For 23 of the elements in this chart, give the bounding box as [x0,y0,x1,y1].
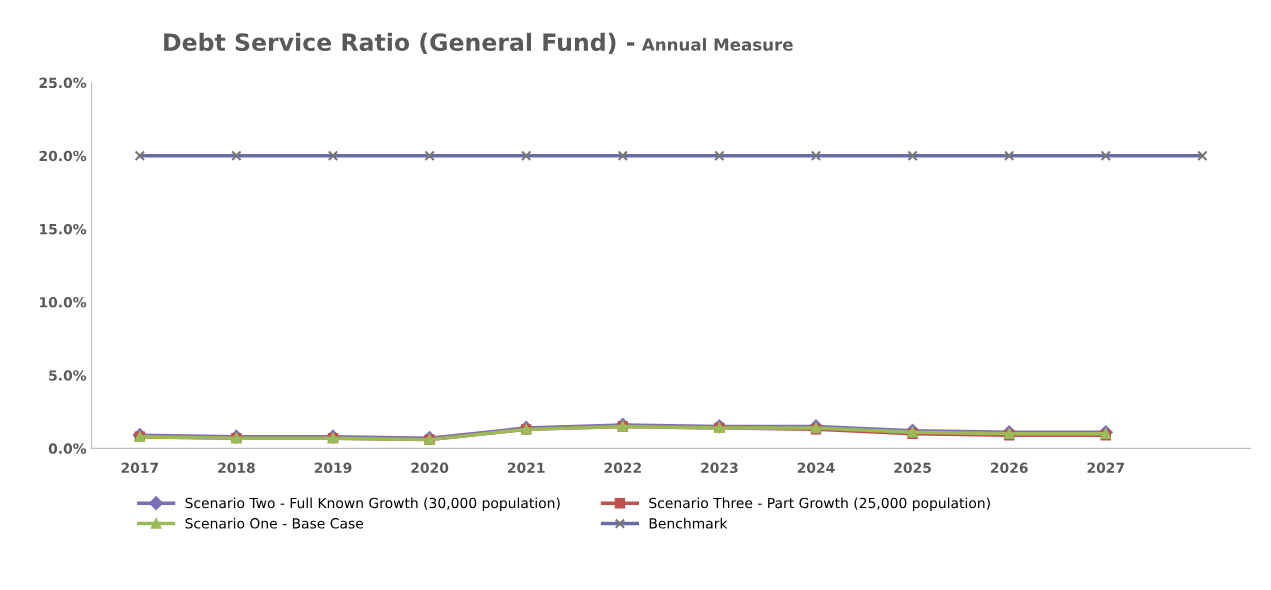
chart-title: Debt Service Ratio (General Fund) - [164,32,635,54]
y-tick-label: 0.0% [48,443,87,454]
x-tick-label: 2025 [894,462,931,474]
x-tick-label: 2027 [1087,462,1124,474]
x-tick-label: 2019 [314,462,352,474]
legend-label: Benchmark [649,517,728,529]
legend-label: Scenario Three - Part Growth (25,000 population) [649,497,990,511]
legend-label: Scenario Two - Full Known Growth (30,000 population) [185,497,560,511]
x-tick-label: 2026 [990,462,1028,474]
x-tick-label: 2023 [701,462,738,474]
y-tick-label: 10.0% [40,297,87,308]
x-tick-label: 2024 [797,462,835,474]
y-tick-label: 20.0% [39,150,87,162]
chart-subtitle: Annual Measure [641,37,793,51]
x-tick-label: 2022 [604,462,641,474]
x-tick-label: 2018 [218,462,255,474]
legend-label: Scenario One - Base Case [185,517,364,529]
y-tick-label: 15.0% [40,223,87,235]
x-tick-label: 2020 [411,462,449,474]
y-tick-label: 25.0% [39,77,87,89]
x-tick-label: 2021 [507,462,545,474]
x-tick-label: 2017 [121,462,159,474]
y-tick-label: 5.0% [49,370,87,381]
